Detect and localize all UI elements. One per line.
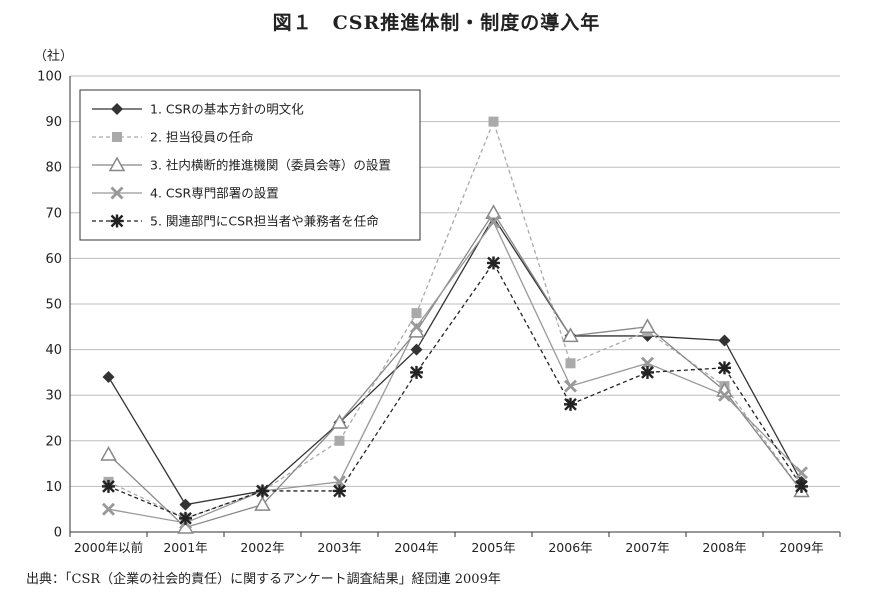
data-point-s5 xyxy=(641,365,654,379)
data-point-s2 xyxy=(488,116,499,127)
series-line-5 xyxy=(108,261,803,520)
legend-marker xyxy=(111,103,123,115)
data-point-s5 xyxy=(410,365,423,379)
y-tick-label: 100 xyxy=(37,70,62,85)
data-point-s5 xyxy=(718,361,731,375)
legend-entry: 4. CSR専門部署の設置 xyxy=(150,186,279,201)
data-point-s4 xyxy=(102,502,115,516)
data-point-s3 xyxy=(254,496,271,511)
series-lines xyxy=(100,116,810,534)
y-tick-label: 10 xyxy=(45,480,62,495)
legend-marker xyxy=(112,132,122,142)
series-line-2 xyxy=(108,119,803,520)
data-point-s1 xyxy=(102,370,115,383)
legend-marker xyxy=(108,156,126,172)
data-point-s5 xyxy=(256,484,269,498)
y-tick-label: 60 xyxy=(45,252,62,267)
x-tick-label: 2004年 xyxy=(394,540,438,555)
legend-entry: 5. 関連部門にCSR担当者や兼務者を任命 xyxy=(150,214,379,229)
data-point-s3 xyxy=(562,327,579,343)
data-point-s3 xyxy=(639,318,656,334)
data-point-s2 xyxy=(565,358,576,369)
data-point-s4 xyxy=(718,388,731,402)
y-tick-label: 40 xyxy=(45,343,62,358)
chart-title: 図１ CSR推進体制・制度の導入年 xyxy=(272,12,601,34)
data-point-s2 xyxy=(411,308,422,319)
data-point-s5 xyxy=(564,397,577,411)
x-tick-label: 2000年以前 xyxy=(74,540,143,555)
data-point-s4 xyxy=(333,475,346,489)
legend-marker xyxy=(110,214,124,228)
data-point-s5 xyxy=(333,484,346,498)
x-tick-label: 2003年 xyxy=(317,540,361,555)
data-point-s4 xyxy=(564,379,577,393)
data-point-s4 xyxy=(410,320,423,334)
legend-entry: 3. 社内横断的推進機関（委員会等）の設置 xyxy=(150,158,391,173)
x-tick-label: 2006年 xyxy=(548,540,592,555)
y-unit-label: （社） xyxy=(34,48,73,64)
series-line-1 xyxy=(107,216,803,506)
series-line-4 xyxy=(108,220,802,524)
data-point-s5 xyxy=(179,511,192,525)
axes xyxy=(69,76,841,537)
data-point-s3 xyxy=(331,414,348,429)
y-tick-label: 90 xyxy=(45,115,62,130)
legend-entry: 2. 担当役員の任命 xyxy=(150,130,254,145)
x-tick-label: 2001年 xyxy=(163,540,207,555)
x-tick-label: 2002年 xyxy=(240,540,284,555)
x-tick-label: 2008年 xyxy=(702,540,746,555)
data-point-s5 xyxy=(487,256,500,270)
data-point-s1 xyxy=(718,334,731,347)
series-line-3 xyxy=(108,211,803,529)
data-point-s4 xyxy=(795,466,808,480)
y-tick-label: 0 xyxy=(54,526,62,541)
y-tick-label: 70 xyxy=(45,206,62,221)
y-tick-label: 80 xyxy=(45,161,62,176)
source-note: 出典：「CSR（企業の社会的責任）に関するアンケート調査結果」経団連 2009年 xyxy=(26,572,501,587)
x-tick-label: 2007年 xyxy=(625,540,669,555)
x-tick-label: 2005年 xyxy=(471,540,515,555)
data-point-s3 xyxy=(485,204,502,220)
y-tick-label: 20 xyxy=(45,434,62,449)
legend-marker xyxy=(110,186,124,200)
data-point-s3 xyxy=(100,445,117,461)
data-point-s1 xyxy=(410,343,423,356)
data-point-s2 xyxy=(334,435,345,446)
data-point-s4 xyxy=(641,356,654,370)
data-point-s4 xyxy=(487,215,500,229)
legend-entry: 1. CSRの基本方針の明文化 xyxy=(150,102,304,117)
data-point-s1 xyxy=(179,498,192,511)
y-tick-label: 50 xyxy=(45,298,62,313)
y-tick-label: 30 xyxy=(45,389,62,404)
legend: 1. CSRの基本方針の明文化 2. 担当役員の任命 3. 社内横断的推進機関（委員… xyxy=(79,89,421,241)
x-tick-labels: 2000年以前 2001年 2002年 2003年 2004年 2005年 2006年 200… xyxy=(74,540,824,555)
x-tick-label: 2009年 xyxy=(779,540,823,555)
data-point-s5 xyxy=(795,479,808,493)
y-tick-labels: 0 10 20 30 40 50 60 70 80 90 100 xyxy=(37,70,62,541)
data-point-s5 xyxy=(102,479,115,493)
